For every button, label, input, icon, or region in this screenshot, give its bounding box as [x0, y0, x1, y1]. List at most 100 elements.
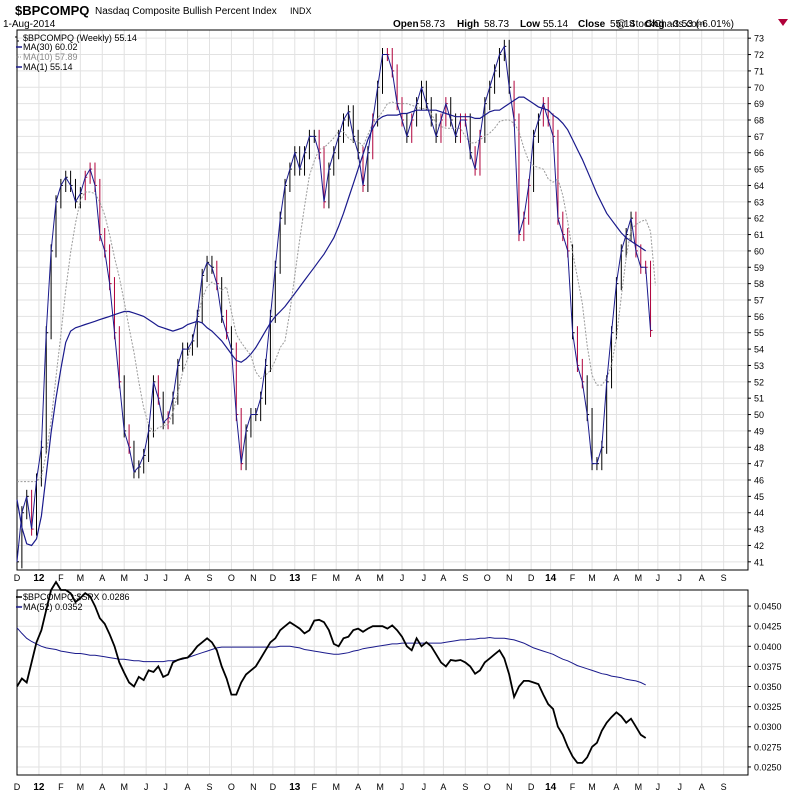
x-tick-label: S — [206, 573, 212, 583]
down-arrow-icon — [778, 19, 788, 26]
ratio-ma52-line — [16, 627, 646, 686]
y-tick-label: 47 — [754, 459, 764, 469]
x-tick-label: M — [120, 573, 128, 583]
y-tick-label: 60 — [754, 246, 764, 256]
x-tick-label: J — [163, 573, 168, 583]
x-tick-label: M — [635, 573, 643, 583]
ratio-line — [16, 580, 647, 764]
x-tick-label: A — [99, 573, 105, 583]
ma1-line — [16, 44, 651, 562]
y-tick-label: 62 — [754, 214, 764, 224]
legend-price: $BPCOMPQ (Weekly) 55.14 — [23, 33, 137, 43]
y-tick-label: 56 — [754, 312, 764, 322]
x-tick-label: N — [506, 782, 513, 792]
y-tick-label: 69 — [754, 99, 764, 109]
y-tick-label: 52 — [754, 377, 764, 387]
x-tick-label: 14 — [545, 573, 557, 584]
x-tick-label: O — [228, 782, 235, 792]
legend-ma30: MA(30) 60.02 — [23, 42, 78, 52]
x-tick-label: M — [588, 573, 596, 583]
ratio-legend: $BPCOMPQ:$SPX 0.0286 MA(52) 0.0352 — [16, 592, 130, 612]
y-tick-label: 43 — [754, 525, 764, 535]
x-tick-label: A — [355, 782, 361, 792]
price-panel: 41 42 43 44 45 46 47 48 49 50 51 52 53 54 55 56 57 58 59 60… — [14, 29, 764, 584]
y-tick-label: 0.0450 — [754, 602, 782, 612]
x-tick-label: M — [376, 782, 384, 792]
low-label: Low — [520, 19, 540, 30]
price-legend: $BPCOMPQ (Weekly) 55.14 MA(30) 60.02 MA(… — [15, 33, 137, 72]
y-tick-label: 0.0400 — [754, 642, 782, 652]
y-tick-label: 57 — [754, 296, 764, 306]
x-tick-label: A — [185, 782, 191, 792]
exchange-badge: INDX — [290, 6, 312, 16]
close-value: 55.14 — [610, 19, 635, 30]
ma30-line — [16, 96, 647, 547]
x-tick-label: M — [120, 782, 128, 792]
close-label: Close — [578, 19, 606, 30]
legend-ratio: $BPCOMPQ:$SPX 0.0286 — [23, 592, 130, 602]
y-tick-label: 0.0300 — [754, 722, 782, 732]
open-value: 58.73 — [420, 19, 445, 30]
y-tick-label: 70 — [754, 83, 764, 93]
chg-value: -3.53 (-6.01%) — [670, 19, 734, 30]
x-tick-label: A — [440, 782, 446, 792]
y-tick-label: 63 — [754, 197, 764, 207]
chart-date: 1-Aug-2014 — [3, 19, 56, 30]
x-tick-label: J — [678, 573, 683, 583]
symbol: $BPCOMPQ — [15, 3, 89, 18]
y-tick-label: 64 — [754, 181, 764, 191]
x-tick-label: J — [144, 573, 149, 583]
x-tick-label: A — [185, 573, 191, 583]
x-tick-label: J — [422, 782, 427, 792]
x-tick-label: S — [462, 782, 468, 792]
y-tick-label: 54 — [754, 345, 764, 355]
x-tick-label: A — [99, 782, 105, 792]
x-tick-label: F — [570, 782, 576, 792]
y-tick-label: 61 — [754, 230, 764, 240]
x-tick-label: 13 — [289, 782, 301, 793]
x-tick-label: D — [270, 782, 277, 792]
x-tick-label: J — [422, 573, 427, 583]
x-tick-label: J — [678, 782, 683, 792]
x-tick-label: M — [332, 782, 340, 792]
x-tick-label: J — [144, 782, 149, 792]
x-tick-label: J — [400, 782, 405, 792]
y-tick-label: 41 — [754, 557, 764, 567]
x-tick-label: M — [376, 573, 384, 583]
x-tick-label: D — [14, 573, 21, 583]
x-tick-label: 13 — [289, 573, 301, 584]
y-tick-label: 59 — [754, 263, 764, 273]
x-tick-label: D — [528, 782, 535, 792]
y-tick-label: 0.0325 — [754, 702, 782, 712]
y-tick-label: 0.0425 — [754, 622, 782, 632]
x-tick-label: A — [699, 573, 705, 583]
plot-border — [16, 29, 749, 571]
x-tick-label: N — [506, 573, 513, 583]
y-tick-label: 44 — [754, 508, 764, 518]
ratio-panel: 0.0250 0.0275 0.0300 0.0325 0.0350 0.0375 0.04… — [14, 580, 782, 793]
x-tick-label: M — [588, 782, 596, 792]
x-tick-label: O — [484, 782, 491, 792]
y-tick-label: 51 — [754, 394, 764, 404]
x-tick-label: F — [58, 573, 64, 583]
plot-border — [16, 589, 749, 776]
index-name: Nasdaq Composite Bullish Percent Index — [95, 6, 277, 17]
x-tick-label: S — [721, 782, 727, 792]
x-tick-label: A — [613, 573, 619, 583]
x-tick-label: D — [270, 573, 277, 583]
y-tick-label: 68 — [754, 116, 764, 126]
x-tick-label: A — [355, 573, 361, 583]
high-value: 58.73 — [484, 19, 509, 30]
x-tick-label: O — [228, 573, 235, 583]
x-tick-label: S — [462, 573, 468, 583]
x-tick-label: J — [656, 782, 661, 792]
chg-label: Chg — [645, 19, 664, 30]
x-tick-label: A — [613, 782, 619, 792]
x-tick-label: F — [58, 782, 64, 792]
x-tick-label: O — [484, 573, 491, 583]
y-tick-label: 71 — [754, 66, 764, 76]
y-tick-label: 53 — [754, 361, 764, 371]
watermark: @ StockCharts.com — [616, 19, 705, 30]
x-tick-label: 12 — [33, 782, 45, 793]
